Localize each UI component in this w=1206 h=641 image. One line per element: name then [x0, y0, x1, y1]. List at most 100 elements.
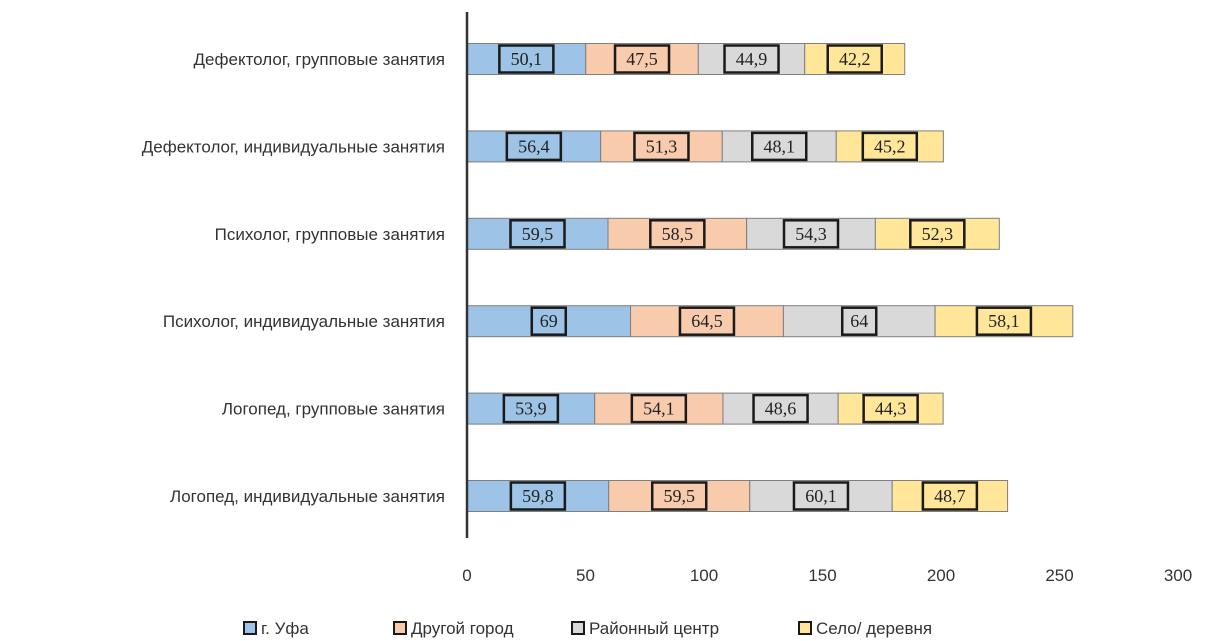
category-labels: Дефектолог, групповые занятия Дефектолог,…: [142, 50, 445, 506]
legend-item: г. Уфа: [243, 619, 309, 638]
data-label: 56,4: [505, 131, 563, 162]
data-label-text: 53,9: [515, 399, 547, 419]
data-label-text: 60,1: [805, 486, 837, 506]
x-tick-label: 200: [927, 566, 955, 585]
data-label-box: [498, 44, 555, 74]
category-label: Дефектолог, индивидуальные занятия: [142, 137, 445, 156]
data-label: 48,7: [921, 481, 979, 511]
x-tick-label: 250: [1045, 566, 1073, 585]
legend-swatch: [393, 621, 407, 635]
data-label-text: 59,5: [522, 224, 554, 244]
legend: г. Уфа Другой город Районный центр Село/ де…: [243, 619, 932, 638]
data-label-box: [502, 393, 560, 424]
data-label-box: [975, 306, 1033, 336]
data-label-box: [840, 306, 878, 336]
data-label-box: [678, 306, 736, 336]
legend-label: Другой город: [411, 619, 514, 638]
data-label-text: 48,6: [765, 399, 797, 419]
data-label: 52,3: [909, 219, 966, 249]
data-label-box: [613, 44, 671, 74]
data-label-text: 48,1: [763, 136, 795, 156]
data-label-box: [921, 481, 979, 511]
data-label: 69: [530, 306, 568, 336]
data-label-box: [530, 306, 568, 336]
category-label: Психолог, групповые занятия: [215, 225, 445, 244]
data-label-text: 58,1: [988, 311, 1020, 331]
data-label-text: 44,9: [736, 49, 768, 69]
data-label-box: [509, 219, 566, 249]
x-tick-label: 50: [576, 566, 595, 585]
data-label-box: [752, 393, 809, 424]
category-label: Психолог, индивидуальные занятия: [163, 312, 445, 331]
legend-item: Село/ деревня: [798, 619, 932, 638]
legend-swatch: [798, 621, 812, 635]
legend-swatch: [571, 621, 585, 635]
data-label: 42,2: [826, 44, 883, 74]
category-label: Дефектолог, групповые занятия: [194, 50, 445, 69]
data-label-box: [909, 219, 966, 249]
legend-item: Районный центр: [571, 619, 719, 638]
data-label: 53,9: [502, 393, 560, 424]
data-label-text: 64,5: [691, 311, 723, 331]
data-label-box: [509, 481, 567, 511]
data-label-text: 48,7: [934, 486, 966, 506]
data-label: 60,1: [792, 481, 850, 511]
legend-label: Районный центр: [589, 619, 719, 638]
data-label-box: [750, 131, 808, 162]
category-label: Логопед, индивидуальные занятия: [170, 487, 445, 506]
data-label-box: [650, 481, 708, 511]
data-label-text: 54,1: [643, 399, 675, 419]
data-label-text: 69: [540, 311, 558, 331]
data-label-box: [826, 44, 883, 74]
x-tick-label: 150: [808, 566, 836, 585]
x-tick-label: 300: [1164, 566, 1192, 585]
data-label-text: 47,5: [626, 49, 658, 69]
data-label-text: 59,5: [663, 486, 695, 506]
data-label: 59,5: [509, 219, 566, 249]
legend-label: г. Уфа: [261, 619, 309, 638]
data-label-text: 45,2: [874, 136, 906, 156]
data-label: 51,3: [633, 131, 690, 162]
data-label-text: 56,4: [518, 136, 550, 156]
data-label-text: 42,2: [839, 49, 871, 69]
data-label: 47,5: [613, 44, 671, 74]
data-labels-layer: 50,1 47,5 44,9 42,2 56,4 51,3 48,1 45,2 59,5 58,5…: [498, 44, 1033, 511]
data-label: 58,5: [649, 219, 706, 249]
x-tick-label: 0: [462, 566, 471, 585]
data-label-box: [723, 44, 780, 74]
data-label: 48,6: [752, 393, 809, 424]
data-label-text: 58,5: [662, 224, 694, 244]
data-label: 45,2: [861, 131, 919, 162]
data-label-box: [792, 481, 850, 511]
data-label-text: 50,1: [511, 49, 543, 69]
data-label: 58,1: [975, 306, 1033, 336]
data-label: 64: [840, 306, 878, 336]
data-label: 44,9: [723, 44, 780, 74]
bars-layer: [466, 43, 1074, 512]
data-label-box: [782, 219, 840, 249]
legend-item: Другой город: [393, 619, 514, 638]
data-label-box: [633, 131, 690, 162]
data-label-text: 54,3: [795, 224, 827, 244]
data-label-text: 64: [850, 311, 868, 331]
data-label-text: 51,3: [646, 136, 678, 156]
legend-label: Село/ деревня: [816, 619, 932, 638]
data-label: 59,8: [509, 481, 567, 511]
legend-swatch: [243, 621, 257, 635]
x-axis-tick-labels: 0 50 100 150 200 250 300: [462, 566, 1192, 585]
data-label-box: [505, 131, 563, 162]
data-label: 54,1: [630, 393, 688, 424]
category-label: Логопед, групповые занятия: [222, 400, 445, 419]
data-label-box: [862, 393, 919, 424]
data-label-box: [630, 393, 688, 424]
data-label: 59,5: [650, 481, 708, 511]
data-label-text: 59,8: [522, 486, 554, 506]
data-label-text: 52,3: [922, 224, 954, 244]
data-label: 50,1: [498, 44, 555, 74]
x-tick-label: 100: [690, 566, 718, 585]
data-label-text: 44,3: [875, 399, 907, 419]
data-label-box: [649, 219, 706, 249]
data-label: 44,3: [862, 393, 919, 424]
data-label-box: [861, 131, 919, 162]
